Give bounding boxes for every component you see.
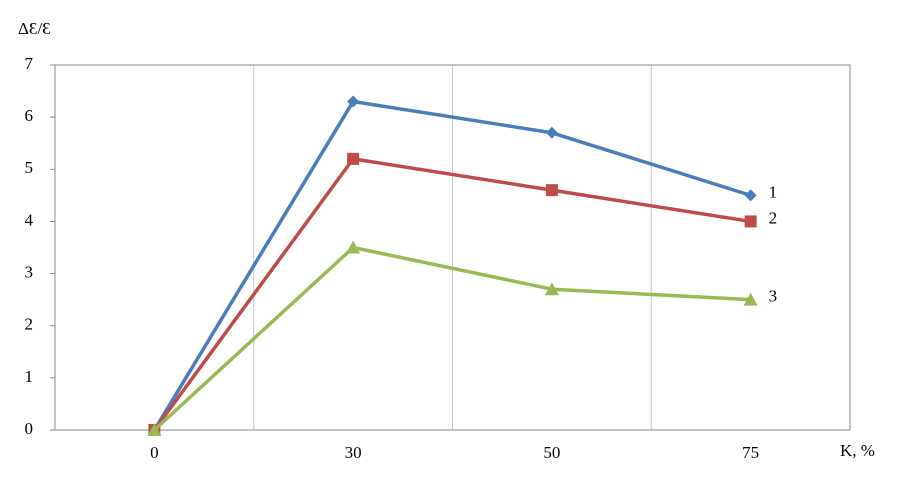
y-axis-label: ΔƐ/Ɛ <box>18 19 51 38</box>
x-tick-label: 0 <box>150 443 159 462</box>
y-tick-label: 3 <box>25 262 34 281</box>
marker <box>744 215 757 228</box>
marker <box>743 292 758 306</box>
series-label: 2 <box>769 208 778 227</box>
x-tick-label: 75 <box>742 443 759 462</box>
y-tick-label: 4 <box>25 210 34 229</box>
series-line <box>152 157 751 432</box>
series-line <box>152 99 752 431</box>
marker <box>147 423 162 436</box>
y-tick-label: 1 <box>25 367 34 386</box>
marker <box>347 95 360 108</box>
x-tick-label: 50 <box>543 443 560 462</box>
marker <box>347 152 360 165</box>
marker <box>544 282 559 296</box>
marker <box>545 184 558 197</box>
series-label: 3 <box>769 287 778 306</box>
x-tick-label: 30 <box>345 443 362 462</box>
series-line <box>153 245 751 432</box>
marker <box>545 126 558 139</box>
marker <box>346 240 361 254</box>
plot-border <box>54 64 851 431</box>
y-tick-label: 2 <box>25 315 34 334</box>
series-label: 1 <box>769 182 778 201</box>
y-tick-label: 7 <box>25 54 34 73</box>
y-tick-label: 5 <box>25 158 34 177</box>
y-tick-label: 0 <box>25 419 34 438</box>
y-tick-label: 6 <box>25 106 34 125</box>
x-axis-label: K, % <box>840 441 875 460</box>
marker <box>744 189 757 202</box>
